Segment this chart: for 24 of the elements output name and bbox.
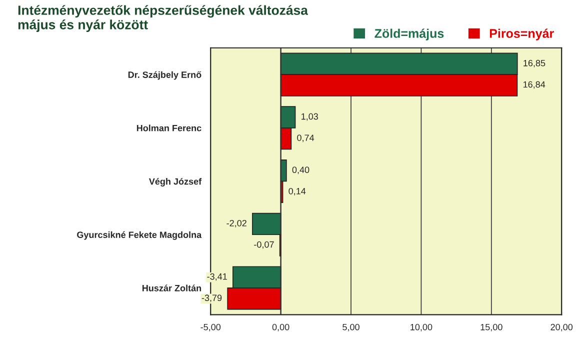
y-tick-label: Holman Ferenc [136,124,202,132]
data-label: 0,74 [297,134,314,142]
data-label: -3,41 [207,273,227,281]
data-label: 1,03 [302,113,318,121]
x-tick-label: 10,00 [410,324,432,332]
data-label: 0,40 [292,166,310,174]
x-tick-label: 5,00 [342,324,360,332]
data-label: -2,02 [226,220,246,228]
legend-label: Zöld=május [374,28,444,40]
y-tick-label: Huszár Zoltán [142,284,202,292]
chart-title: Intézményvezetők népszerűségének változása május és nyár között [18,5,308,32]
data-label: 0,14 [288,188,306,196]
x-tick-label: -5,00 [200,324,221,332]
x-tick-label: 0,00 [272,324,290,332]
y-tick-label: Dr. Szájbely Ernő [128,71,202,80]
x-tick-label: 15,00 [480,324,502,332]
x-tick-label: 20,00 [550,324,573,332]
data-label: -0,07 [254,241,274,249]
y-tick-label: Végh József [148,178,202,186]
data-label: -3,79 [202,294,222,302]
data-label: 16,84 [523,81,546,89]
data-label: 16,85 [524,60,546,68]
legend-label: Piros=nyár [490,28,554,40]
y-tick-label: Gyurcsikné Fekete Magdolna [77,231,202,240]
